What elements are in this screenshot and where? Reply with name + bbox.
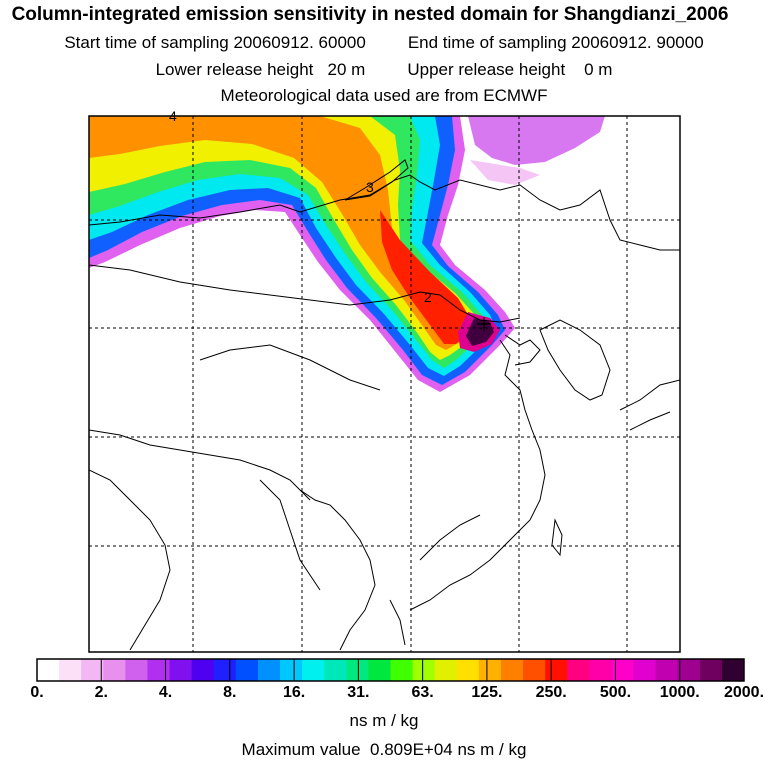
- coastlines-borders: [89, 159, 680, 651]
- plume-red: [380, 210, 470, 344]
- colorbar-cell: [213, 659, 237, 681]
- colorbar-cell: [655, 659, 679, 681]
- plume-ne-patch: [468, 116, 605, 165]
- colorbar-cell: [677, 659, 701, 681]
- colorbar-cell: [235, 659, 259, 681]
- colorbar-cell: [567, 659, 590, 681]
- colorbar-tick-label: 8.: [223, 684, 237, 701]
- colorbar-cell: [125, 659, 148, 681]
- taiwan-coast: [551, 518, 563, 557]
- colorbar-tick-label: 1000.: [659, 684, 700, 701]
- colorbar-tick-label: 63.: [411, 684, 434, 701]
- end-time-label: End time of sampling 20060912. 90000: [407, 33, 704, 52]
- colorbar-cell: [721, 659, 745, 681]
- colorbar-tick-label: 4.: [158, 684, 173, 701]
- colorbar-frame: [36, 658, 745, 682]
- map-frame: [88, 115, 681, 653]
- colorbar-cell: [390, 659, 414, 681]
- indochina-coast: [299, 489, 406, 651]
- colorbar-cell: [169, 659, 193, 681]
- plume-orange: [89, 116, 472, 350]
- china-north-border: [89, 264, 521, 323]
- maximum-value-label: Maximum value 0.809E+04 ns m / kg: [241, 740, 527, 759]
- colorbar-cell: [412, 659, 436, 681]
- colorbar-cells: [36, 659, 745, 681]
- colorbar-tick-label: 31.: [347, 684, 370, 701]
- plot-title: Column-integrated emission sensitivity i…: [11, 4, 729, 25]
- colorbar-tick-label: 125.: [471, 684, 503, 701]
- china-east-coast: [409, 339, 546, 611]
- bohai-coast: [504, 334, 541, 366]
- colorbar-cell: [37, 659, 60, 681]
- contour-label-2: 2: [424, 289, 432, 305]
- colorbar-cell: [191, 659, 215, 681]
- receptor-marker: [477, 317, 491, 331]
- colorbar-cell: [456, 659, 480, 681]
- colorbar-tick-label: 2.: [94, 684, 108, 701]
- colorbar-tick-label: 0.: [30, 684, 44, 701]
- colorbar-cell: [633, 659, 657, 681]
- india-coast: [89, 469, 171, 651]
- colorbar-units: ns m / kg: [349, 711, 419, 730]
- himalaya-border: [89, 429, 311, 501]
- colorbar-cell: [147, 659, 171, 681]
- colorbar-cell: [699, 659, 723, 681]
- colorbar-tick-label: 500.: [599, 684, 632, 701]
- contour-label-3: 3: [366, 179, 374, 195]
- colorbar-cell: [545, 659, 568, 681]
- japan-coast: [619, 379, 680, 431]
- colorbar-tick-label: 16.: [282, 684, 306, 701]
- colorbar-cell: [500, 659, 524, 681]
- graticule: [89, 116, 680, 652]
- colorbar-cell: [478, 659, 502, 681]
- sampling-time-line: Start time of sampling 20060912. 60000 En…: [0, 33, 768, 53]
- upper-release-label: Upper release height 0 m: [407, 60, 613, 79]
- colorbar-cell: [257, 659, 281, 681]
- mongolia-border: [89, 174, 680, 251]
- met-data-label: Meteorological data used are from ECMWF: [220, 86, 548, 105]
- colorbar-cell: [302, 659, 325, 681]
- colorbar-cell: [103, 659, 126, 681]
- colorbar-cell: [611, 659, 635, 681]
- colorbar-cell: [324, 659, 347, 681]
- inner-borders: [199, 344, 481, 591]
- lake-baikal: [344, 159, 409, 201]
- colorbar-cell: [81, 659, 104, 681]
- colorbar-cell: [59, 659, 82, 681]
- plume-max: [466, 318, 494, 346]
- colorbar-cell: [368, 659, 391, 681]
- colorbar-cell: [523, 659, 546, 681]
- korea-coast: [539, 319, 611, 401]
- colorbar-tick-label: 250.: [535, 684, 567, 701]
- release-height-line: Lower release height 20 m Upper release h…: [0, 60, 768, 80]
- lower-release-label: Lower release height 20 m: [155, 60, 366, 79]
- colorbar-cell: [280, 659, 303, 681]
- colorbar-cell: [434, 659, 458, 681]
- colorbar-cell: [346, 659, 369, 681]
- colorbar-tick-label: 2000.: [723, 684, 765, 701]
- start-time-label: Start time of sampling 20060912. 60000: [64, 33, 366, 52]
- plume-ne-patch-light: [470, 160, 540, 185]
- colorbar-cell: [589, 659, 612, 681]
